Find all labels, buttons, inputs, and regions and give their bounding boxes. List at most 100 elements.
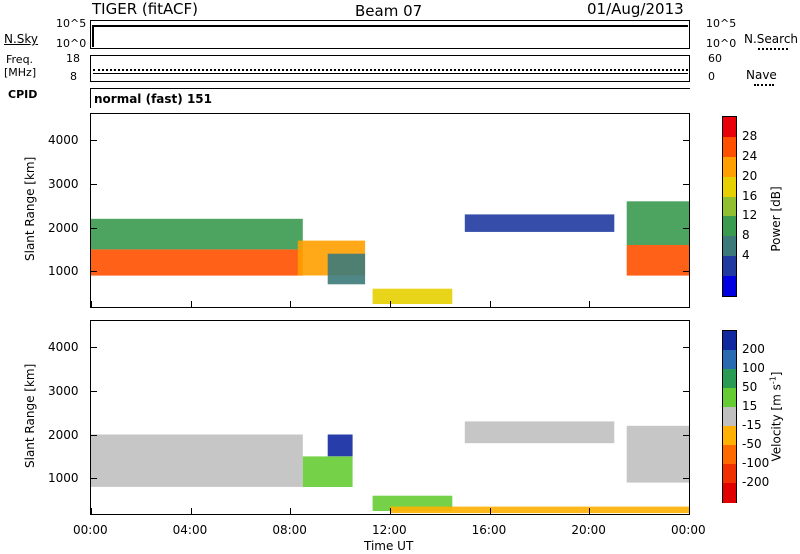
heatmap-region [626,201,689,245]
colorbar-tick-label: 15 [742,399,758,413]
colorbar-segment [723,216,736,237]
velocity-y-axis-label: Slant Range [km] [23,363,37,468]
velocity-colorbar [722,330,737,503]
x-tick-label: 20:00 [571,523,606,537]
velocity-colorbar-label: Velocity [m s-1] [769,371,784,463]
y-tick-label: 4000 [48,340,79,355]
x-tick-mark [290,301,292,307]
y-tick-mark [91,434,97,436]
heatmap-region [372,288,453,304]
velocity-label-end: ] [769,371,784,377]
x-tick-mark [390,508,391,514]
power-colorbar-label: Power [dB] [769,186,783,252]
y-tick-mark [683,227,689,229]
x-axis-label: Time UT [364,539,414,553]
colorbar-tick-label: -200 [742,475,770,489]
y-tick-mark [683,390,689,392]
colorbar-segment [723,388,736,408]
power-heatmap [91,201,689,304]
x-tick-mark [689,301,690,307]
colorbar-segment [723,369,736,389]
freq-panel [90,55,690,82]
colorbar-segment [723,331,736,351]
y-tick-mark [683,271,689,273]
freq-line [93,73,688,74]
x-tick-mark [589,508,591,514]
x-tick-label: 04:00 [172,523,208,537]
colorbar-tick-label: 16 [742,188,758,203]
power-panel [90,113,690,308]
freq-tick-bottom: 8 [70,70,77,83]
heatmap-region [626,245,689,276]
colorbar-segment [723,426,736,446]
power-y-axis-label: Slant Range [km] [23,156,37,261]
colorbar-segment [723,256,736,277]
x-tick-mark [190,301,192,307]
x-tick-label: 16:00 [471,523,507,537]
velocity-heatmap [91,421,689,514]
y-tick-mark [91,478,97,480]
nsky-panel [90,20,690,49]
nsky-label: N.Sky [4,32,39,46]
colorbar-segment [723,196,736,217]
x-tick-mark [489,508,491,514]
nsky-marker [92,25,94,47]
power-colorbar [722,116,737,297]
y-tick-mark [683,140,689,142]
y-tick-mark [683,183,689,185]
colorbar-tick-label: -15 [742,418,762,432]
colorbar-segment [723,407,736,427]
y-tick-mark [683,478,689,480]
colorbar-tick-label: 4 [742,248,750,263]
heatmap-region [626,425,689,483]
velocity-panel [90,320,690,515]
beam-label: Beam 07 [355,2,423,20]
nave-legend-line [754,84,774,86]
colorbar-segment [723,483,736,503]
colorbar-tick-label: 200 [742,342,765,356]
colorbar-segment [723,464,736,484]
colorbar-segment [723,136,736,158]
colorbar-segment [723,117,736,138]
nave-tick-top: 60 [708,52,722,65]
y-tick-mark [91,140,97,142]
heatmap-region [464,214,615,232]
nsky-tick-top: 10^5 [56,17,87,30]
x-tick-mark [489,301,491,307]
velocity-label-main: Velocity [m s [769,384,784,462]
nave-label: Nave [746,68,777,82]
colorbar-segment [723,276,736,297]
colorbar-tick-label: 50 [742,380,758,394]
colorbar-tick-label: -50 [742,437,762,451]
x-tick-label: 08:00 [272,523,307,537]
nsearch-tick-top: 10^5 [706,17,737,30]
x-tick-mark [589,301,591,307]
colorbar-tick-label: 100 [742,361,765,375]
nsky-tick-bottom: 10^0 [56,37,87,50]
colorbar-tick-label: -100 [742,456,770,470]
x-tick-mark [190,508,192,514]
y-tick-label: 2000 [48,220,79,235]
heatmap-region [327,434,353,457]
cpid-mode-text: normal (fast) 151 [94,92,212,106]
velocity-label-sup: -1 [768,376,778,385]
colorbar-segment [723,176,736,198]
colorbar-tick-label: 12 [742,208,758,223]
y-tick-label: 2000 [48,427,79,442]
x-tick-mark [91,508,92,514]
nsearch-legend-line [758,48,788,50]
heatmap-region [390,506,689,514]
colorbar-tick-label: 28 [742,128,758,143]
y-tick-label: 3000 [48,176,79,191]
nsearch-tick-bottom: 10^0 [706,37,737,50]
x-tick-mark [689,508,690,514]
heatmap-region [464,421,615,444]
y-tick-mark [683,347,689,349]
heatmap-region [327,253,366,285]
y-tick-mark [91,271,97,273]
nave-tick-bottom: 0 [708,70,715,83]
colorbar-tick-label: 20 [742,168,758,183]
y-tick-label: 4000 [48,133,79,148]
nsky-line [93,25,688,27]
colorbar-segment [723,236,736,257]
